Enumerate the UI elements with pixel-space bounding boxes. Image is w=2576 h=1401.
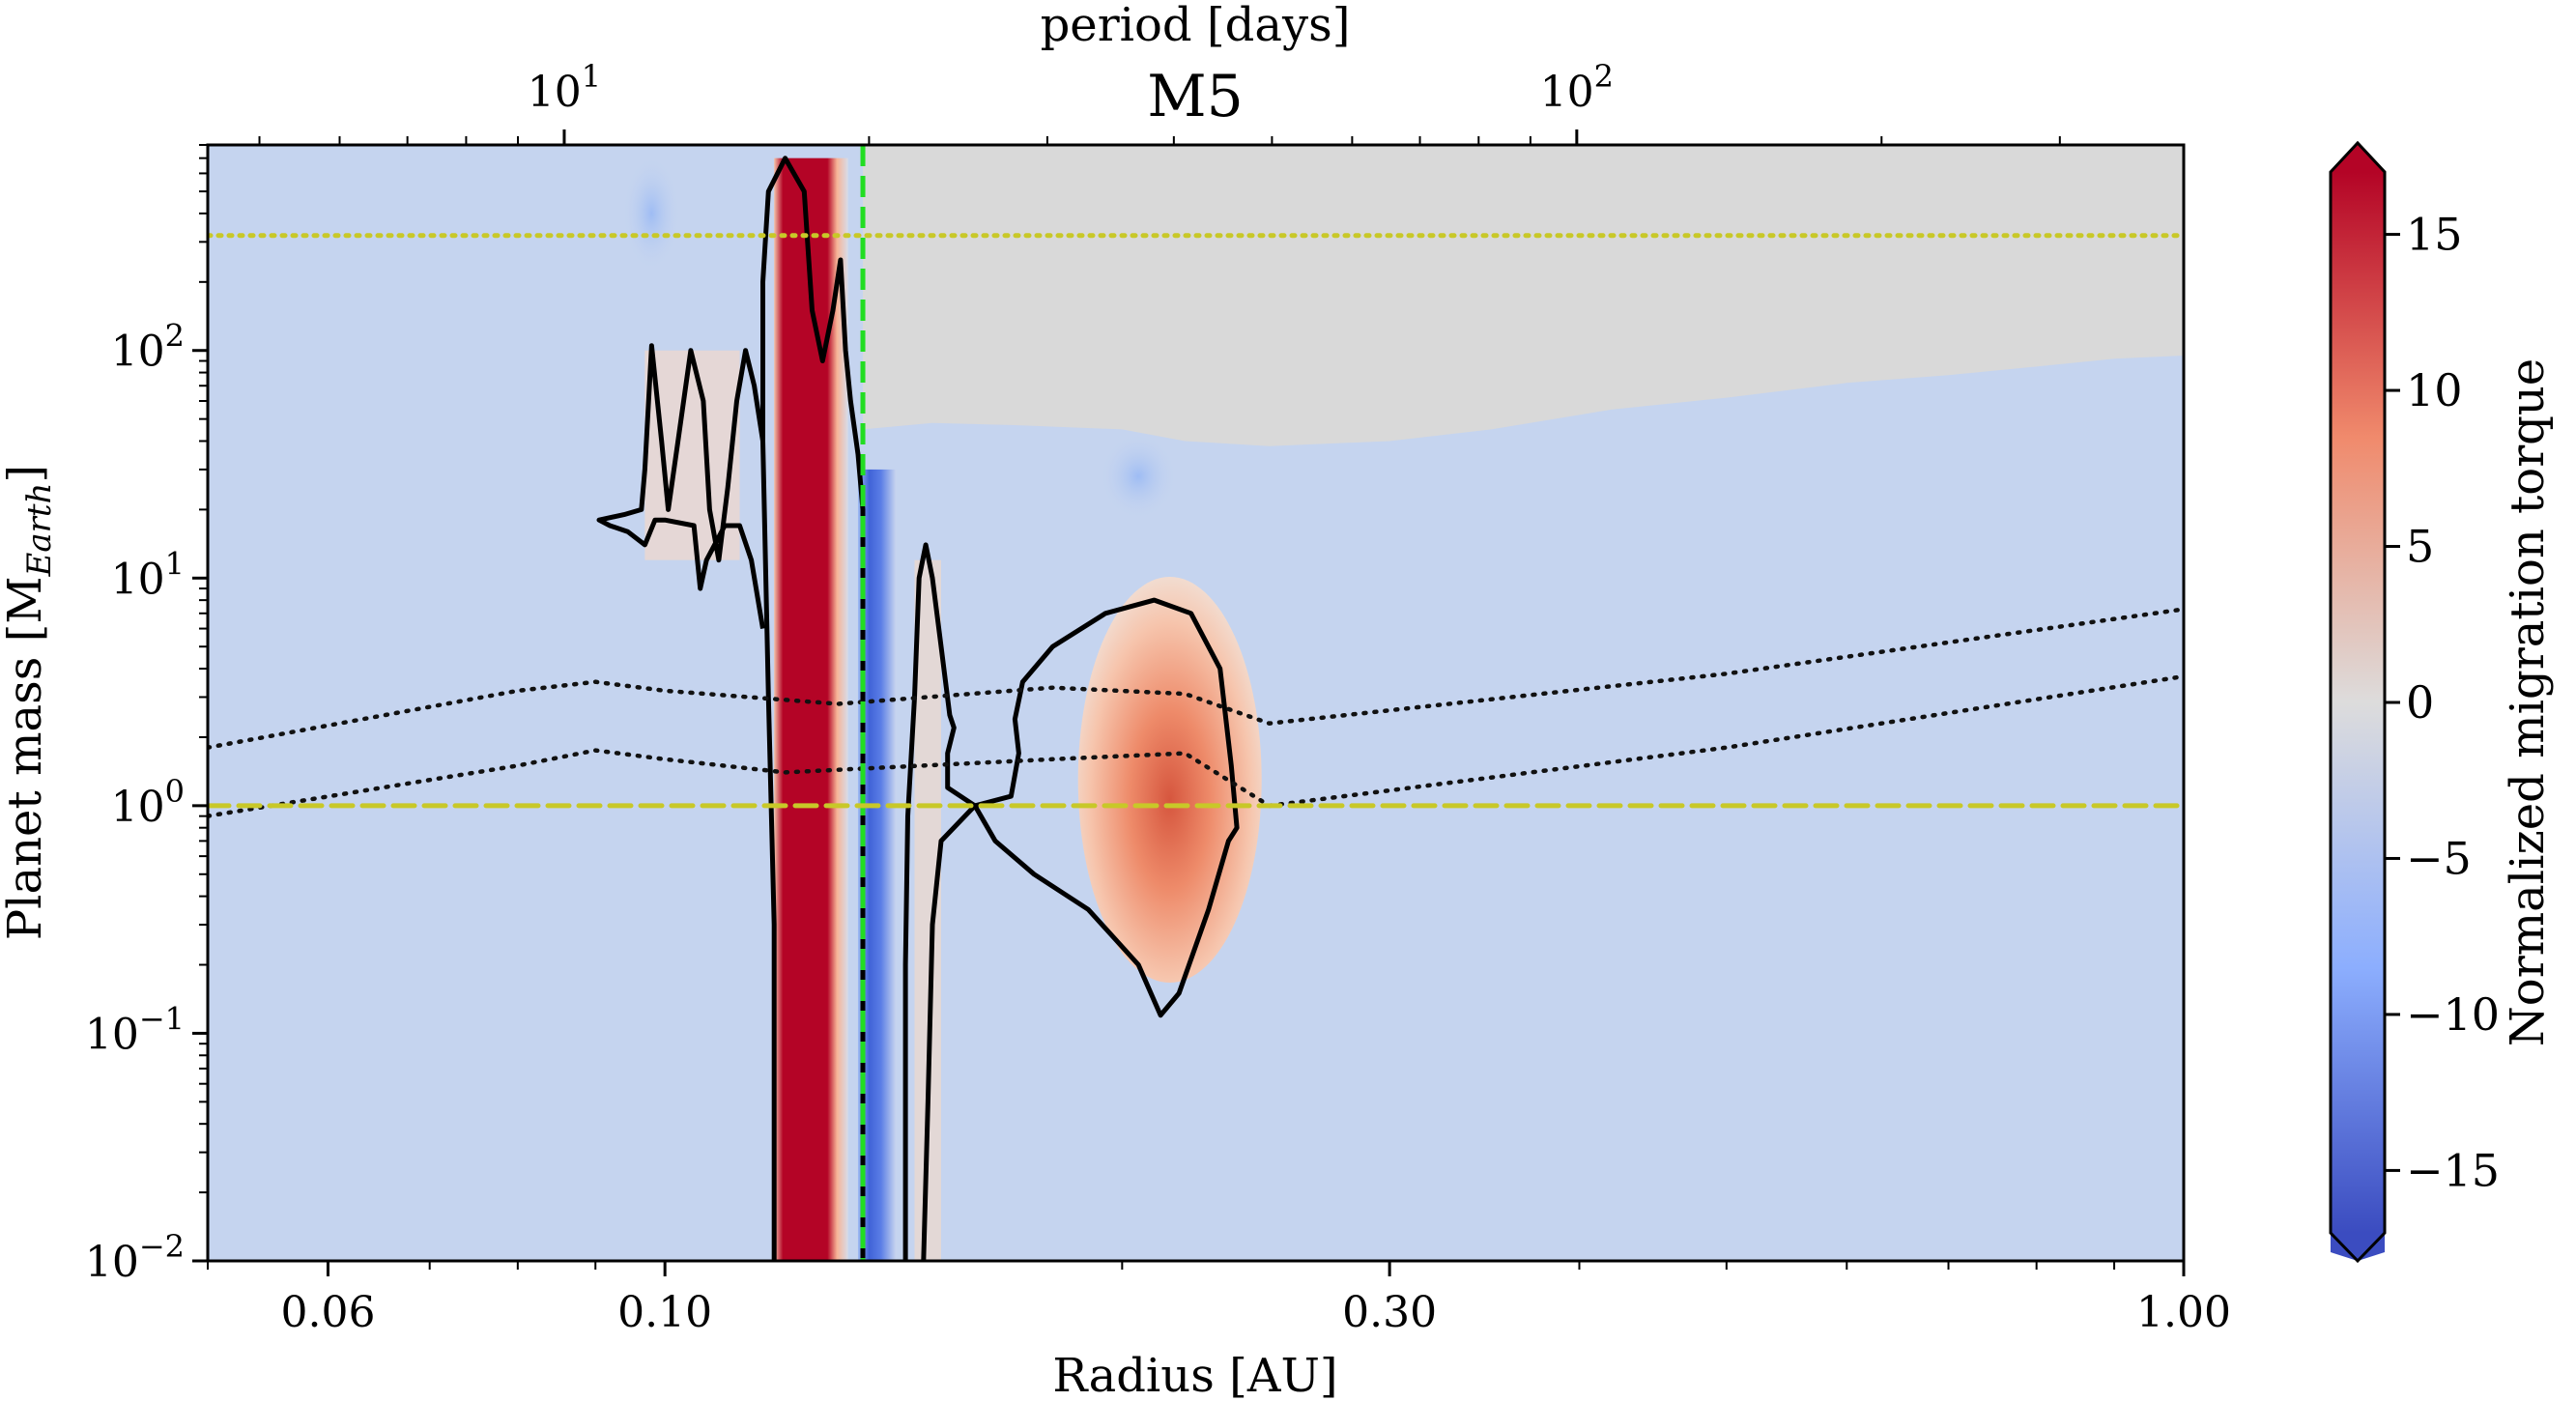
colorbar-tick-label: 10 xyxy=(2406,364,2463,416)
x-tick-label: 1.00 xyxy=(2136,1288,2231,1337)
colorbar-tick-label: 0 xyxy=(2406,676,2434,729)
colorbar-outline xyxy=(2329,140,2387,1264)
lower-track xyxy=(208,673,2184,818)
colorbar-tick-label: 15 xyxy=(2406,209,2463,261)
zero-contour-narrow xyxy=(902,542,978,1261)
gray-undefined-region xyxy=(863,145,2184,446)
chart-title: M5 xyxy=(1147,63,1244,130)
x-tick-label: 0.06 xyxy=(280,1288,375,1337)
overlay-lines xyxy=(208,145,2184,1261)
axes: 0.06 0.10 0.30 1.00 10−2 10−1 100 101 102 101 102 xyxy=(85,58,2231,1337)
zero-contour-peaks xyxy=(596,343,765,630)
top-axis-label: period [days] xyxy=(1041,0,1351,52)
colorbar-tick-label: −10 xyxy=(2406,988,2500,1041)
y-axis-label-main: Planet mass [M xyxy=(0,576,52,940)
y-tick-label: 10−2 xyxy=(85,1228,185,1287)
y-axis-label-sub: Earth xyxy=(20,483,59,578)
y-tick-label: 100 xyxy=(111,773,185,832)
y-tick-label: 101 xyxy=(111,545,185,604)
top-tick-label: 101 xyxy=(528,58,601,117)
colorbar-tick-label: −5 xyxy=(2406,832,2472,884)
colorbar-bottom-extend xyxy=(2331,1233,2385,1261)
x-tick-label: 0.30 xyxy=(1342,1288,1437,1337)
torque-heatmap xyxy=(208,145,2184,1261)
zero-contour-blob xyxy=(972,597,1240,1018)
colorbar-label: Normalized migration torque xyxy=(2501,358,2555,1046)
y-axis-label-end: ] xyxy=(0,465,52,483)
y-tick-label: 10−1 xyxy=(85,1000,185,1059)
y-axis-label: Planet mass [MEarth] xyxy=(0,465,59,940)
blue-patch-upper-left xyxy=(622,155,681,272)
zero-contour-main xyxy=(760,156,866,1261)
blue-patch-mid xyxy=(1100,432,1178,520)
upper-track xyxy=(208,607,2184,750)
top-tick-label: 102 xyxy=(1540,58,1614,117)
x-tick-label: 0.10 xyxy=(617,1288,712,1337)
colorbar-tick-label: 5 xyxy=(2406,521,2434,573)
colorbar-tick-label: −15 xyxy=(2406,1144,2500,1196)
colorbar-gradient xyxy=(2331,172,2385,1233)
positive-torque-strip xyxy=(774,157,848,1261)
plot-frame xyxy=(206,143,2186,1263)
x-axis-label: Radius [AU] xyxy=(1052,1349,1337,1401)
colorbar: Normalized migration torque 15 10 5 0 −5 −10 −… xyxy=(2329,140,2555,1264)
y-tick-label: 102 xyxy=(111,318,185,377)
